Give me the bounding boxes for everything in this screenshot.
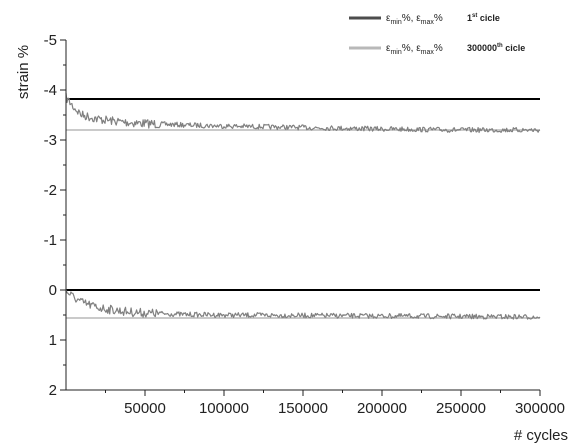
legend-note: 1st cicle xyxy=(467,13,500,23)
y-tick-label: -3 xyxy=(44,132,57,149)
y-tick-label: 2 xyxy=(49,382,57,399)
y-tick-label: -2 xyxy=(44,182,57,199)
y-tick-label: -1 xyxy=(44,232,57,249)
legend-label: εmin%, εmax% xyxy=(386,43,443,56)
x-tick-label: 50000 xyxy=(124,400,166,417)
y-tick-label: 1 xyxy=(49,332,57,349)
x-tick-label: 100000 xyxy=(199,400,249,417)
x-axis-title: # cycles xyxy=(514,427,568,444)
legend: εmin%, εmax% 1st cicle εmin%, εmax% 300000t… xyxy=(349,13,525,56)
series-line xyxy=(65,289,541,320)
y-axis-title: strain % xyxy=(15,45,32,99)
y-tick-label: 0 xyxy=(49,282,57,299)
axes xyxy=(65,40,540,391)
series-line xyxy=(65,92,541,134)
x-tick-label: 200000 xyxy=(357,400,407,417)
plot-area xyxy=(65,92,541,320)
x-tick-label: 150000 xyxy=(278,400,328,417)
x-tick-label: 300000 xyxy=(515,400,565,417)
legend-label: εmin%, εmax% xyxy=(386,13,443,26)
legend-note: 300000th cicle xyxy=(467,43,525,53)
x-tick-label: 250000 xyxy=(436,400,486,417)
y-tick-label: -5 xyxy=(44,32,57,49)
y-tick-label: -4 xyxy=(44,82,57,99)
